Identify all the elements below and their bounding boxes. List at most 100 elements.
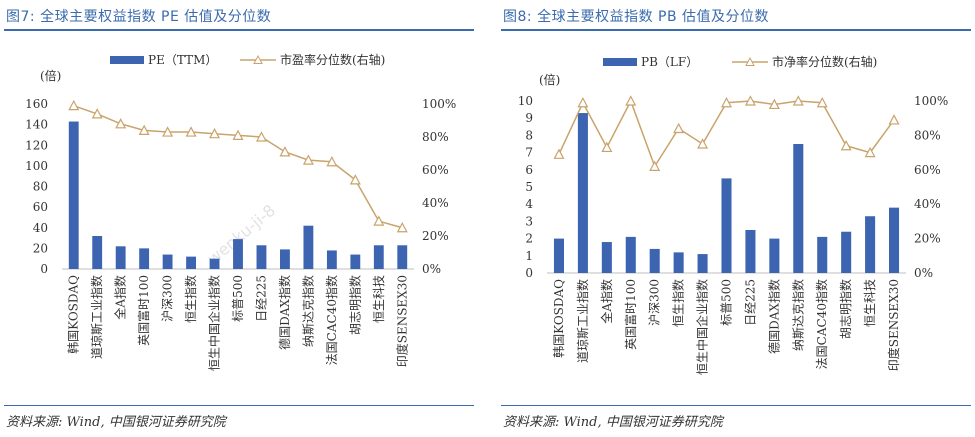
legend: PB（LF） 市净率分位数(右轴) bbox=[603, 54, 877, 69]
y2-tick-label: 60% bbox=[422, 163, 449, 177]
footer-rule bbox=[4, 405, 474, 406]
y-tick-label: 1 bbox=[525, 249, 533, 263]
bar-6 bbox=[673, 252, 684, 273]
y2-tick-label: 20% bbox=[914, 232, 941, 246]
y-tick-label: 4 bbox=[525, 197, 533, 211]
bar-5 bbox=[162, 254, 173, 269]
x-tick-label: 英国富时100 bbox=[623, 279, 638, 350]
bar-15 bbox=[889, 207, 900, 273]
y-tick-label: 160 bbox=[25, 97, 48, 111]
bar-14 bbox=[865, 216, 876, 273]
x-tick-label: 德国DAX指数 bbox=[766, 279, 781, 354]
y-tick-label: 6 bbox=[525, 163, 533, 177]
y-tick-label: 40 bbox=[33, 221, 48, 235]
y2-tick-label: 80% bbox=[422, 130, 449, 144]
figure-title: 图8: 全球主要权益指数 PB 估值及分位数 bbox=[503, 9, 770, 25]
y-tick-label: 60 bbox=[33, 200, 48, 214]
x-tick-label: 恒生指数 bbox=[671, 279, 686, 327]
y-tick-label: 20 bbox=[33, 241, 48, 255]
x-tick-label: 标普500 bbox=[720, 279, 734, 326]
x-tick-label: 沪深300 bbox=[648, 279, 662, 326]
legend-label-bar: PE（TTM） bbox=[148, 53, 217, 67]
percentile-point-10 bbox=[768, 98, 780, 110]
x-tick-label: 纳斯达克指数 bbox=[300, 275, 315, 347]
bar-11 bbox=[303, 225, 314, 269]
bar-2 bbox=[577, 113, 588, 273]
bar-4 bbox=[139, 248, 150, 269]
x-tick-label: 全A指数 bbox=[113, 275, 128, 320]
x-tick-label: 日经225 bbox=[743, 279, 757, 326]
percentile-point-6 bbox=[185, 126, 197, 137]
percentile-point-5 bbox=[162, 126, 174, 137]
x-tick-label: 英国富时100 bbox=[136, 275, 151, 346]
y-tick-label: 10 bbox=[518, 94, 533, 108]
chart-panel-pe: 图7: 全球主要权益指数 PE 估值及分位数 wenku-ji-8 (倍) PE（… bbox=[0, 0, 478, 437]
y-tick-label: 120 bbox=[25, 138, 48, 152]
y2-tick-label: 40% bbox=[914, 197, 941, 211]
bar-5 bbox=[649, 248, 660, 273]
x-tick-label: 全A指数 bbox=[599, 279, 614, 324]
percentile-point-7 bbox=[209, 127, 221, 139]
x-tick-label: 标普500 bbox=[231, 275, 245, 322]
percentile-point-13 bbox=[349, 174, 361, 185]
bar-3 bbox=[115, 246, 126, 269]
x-tick-label: 韩国KOSDAQ bbox=[551, 279, 566, 358]
percentile-point-3 bbox=[601, 141, 613, 153]
bar-11 bbox=[793, 144, 804, 273]
bar-6 bbox=[186, 256, 196, 269]
x-tick-label: 胡志明指数 bbox=[347, 275, 362, 335]
percentile-point-11 bbox=[302, 154, 314, 165]
x-tick-label: 德国DAX指数 bbox=[277, 275, 292, 350]
y-tick-label: 9 bbox=[525, 111, 533, 125]
y2-tick-label: 100% bbox=[914, 94, 948, 108]
legend-swatch-bar bbox=[110, 56, 144, 64]
bar-1 bbox=[553, 238, 564, 273]
x-tick-label: 印度SENSEX30 bbox=[886, 279, 901, 371]
pb-chart-svg: (倍)PB（LF） 市净率分位数(右轴)0123456789100%20%40%6… bbox=[518, 54, 949, 375]
x-tick-label: 纳斯达克指数 bbox=[790, 279, 805, 351]
bar-13 bbox=[841, 231, 852, 273]
y-tick-label: 140 bbox=[25, 118, 48, 132]
legend-marker bbox=[253, 54, 263, 64]
percentile-point-14 bbox=[864, 146, 876, 158]
bar-12 bbox=[817, 236, 828, 273]
percentile-point-6 bbox=[673, 122, 685, 134]
percentile-point-1 bbox=[68, 99, 80, 111]
title-rule bbox=[4, 29, 474, 31]
bar-9 bbox=[256, 245, 267, 269]
bar-9 bbox=[745, 230, 756, 273]
percentile-point-9 bbox=[255, 131, 267, 142]
y-tick-label: 0 bbox=[40, 262, 48, 276]
bar-7 bbox=[209, 258, 220, 269]
percentile-point-2 bbox=[577, 96, 589, 108]
legend-label-line: 市盈率分位数(右轴) bbox=[280, 52, 385, 67]
percentile-point-14 bbox=[373, 215, 385, 226]
source-note: 资料来源: Wind, 中国银河证券研究院 bbox=[503, 415, 723, 430]
y2-tick-label: 60% bbox=[914, 163, 941, 177]
legend-swatch-bar bbox=[603, 58, 637, 66]
percentile-point-7 bbox=[697, 138, 709, 149]
legend-label-line: 市净率分位数(右轴) bbox=[772, 54, 877, 69]
x-tick-label: 恒生中国企业指数 bbox=[695, 279, 710, 375]
x-tick-label: 恒生科技 bbox=[863, 279, 877, 327]
x-tick-label: 日经225 bbox=[254, 275, 268, 322]
x-tick-label: 恒生中国企业指数 bbox=[207, 275, 222, 371]
x-tick-label: 道琼斯工业指数 bbox=[89, 275, 104, 359]
percentile-point-4 bbox=[138, 124, 150, 135]
y2-tick-label: 20% bbox=[422, 229, 449, 243]
y2-tick-label: 0% bbox=[422, 262, 441, 276]
y-tick-label: 5 bbox=[525, 180, 533, 194]
percentile-point-12 bbox=[816, 96, 828, 108]
bar-7 bbox=[697, 254, 708, 273]
x-tick-label: 沪深300 bbox=[161, 275, 175, 322]
chart-panel-pb: 图8: 全球主要权益指数 PB 估值及分位数 (倍) PB（LF） 市净率分位数(右… bbox=[497, 0, 975, 437]
percentile-point-10 bbox=[279, 146, 291, 157]
y-tick-label: 3 bbox=[525, 214, 533, 228]
percentile-point-11 bbox=[792, 95, 804, 106]
percentile-point-4 bbox=[625, 95, 637, 106]
pe-chart-svg: (倍) PE（TTM） 市盈率分位数(右轴) 0 20 40 60 80 100 120 140 16… bbox=[25, 52, 456, 371]
bar-3 bbox=[601, 242, 612, 273]
figure-title: 图7: 全球主要权益指数 PE 估值及分位数 bbox=[6, 9, 272, 25]
x-tick-label: 韩国KOSDAQ bbox=[66, 275, 81, 354]
bar-15 bbox=[397, 245, 408, 269]
